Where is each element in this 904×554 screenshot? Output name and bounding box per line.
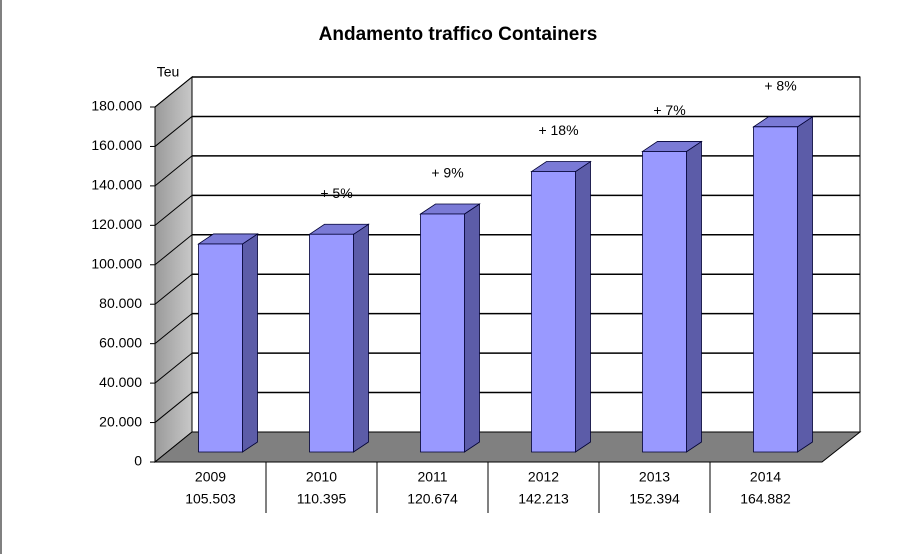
bar-front — [753, 126, 798, 453]
bar — [197, 233, 259, 453]
side-grid-line — [154, 273, 193, 305]
y-tick-label: 80.000 — [99, 295, 142, 311]
x-tick-label: 2013 — [639, 469, 670, 485]
bar-front — [531, 171, 576, 453]
growth-label: + 5% — [320, 185, 352, 201]
bar — [419, 203, 481, 453]
y-tick-label: 100.000 — [91, 255, 142, 271]
bar-side — [686, 140, 702, 453]
y-tick-label: 0 — [134, 453, 142, 469]
x-tick-label: 2009 — [195, 469, 226, 485]
side-wall — [154, 75, 193, 464]
x-tick-label: 2011 — [417, 469, 447, 485]
side-grid-line — [154, 76, 193, 108]
bar — [752, 116, 814, 453]
growth-label: + 9% — [431, 165, 463, 181]
y-tick-label: 120.000 — [91, 216, 142, 232]
bar-side — [242, 233, 258, 453]
bar-side — [797, 116, 813, 453]
side-grid-line — [154, 116, 193, 147]
value-label: 120.674 — [407, 491, 458, 507]
bar-side — [575, 160, 591, 453]
side-grid-line — [154, 194, 193, 226]
value-label: 110.395 — [297, 491, 347, 507]
y-tick-label: 160.000 — [91, 137, 142, 153]
y-tick-label: 20.000 — [99, 413, 142, 429]
side-grid-line — [154, 352, 193, 384]
bar-front — [642, 151, 687, 453]
bar — [530, 160, 592, 453]
bar-front — [198, 243, 243, 453]
side-grid-line — [154, 313, 193, 345]
y-axis-label: Teu — [157, 64, 180, 80]
value-label: 142.213 — [518, 491, 569, 507]
bar — [308, 223, 370, 453]
bar-front — [420, 213, 465, 453]
bar-side — [353, 223, 369, 453]
bar-side — [464, 203, 480, 453]
y-tick-label: 180.000 — [91, 98, 142, 114]
growth-label: + 18% — [538, 122, 578, 138]
growth-label: + 7% — [653, 102, 685, 118]
growth-label: + 8% — [764, 78, 796, 94]
side-grid-line — [154, 392, 193, 423]
y-tick-label: 60.000 — [99, 334, 142, 350]
x-tick-label: 2012 — [528, 469, 559, 485]
value-label: 152.394 — [629, 491, 680, 507]
x-tick-label: 2010 — [306, 469, 337, 485]
y-tick-label: 140.000 — [91, 177, 142, 193]
y-tick-label: 40.000 — [99, 374, 142, 390]
side-grid-line — [154, 234, 193, 266]
bar-front — [309, 233, 354, 453]
side-grid-line — [154, 155, 193, 187]
chart-title: Andamento traffico Containers — [319, 24, 598, 45]
value-label: 164.882 — [740, 491, 791, 507]
x-tick-label: 2014 — [750, 469, 781, 485]
bar — [641, 140, 703, 453]
value-label: 105.503 — [185, 491, 236, 507]
